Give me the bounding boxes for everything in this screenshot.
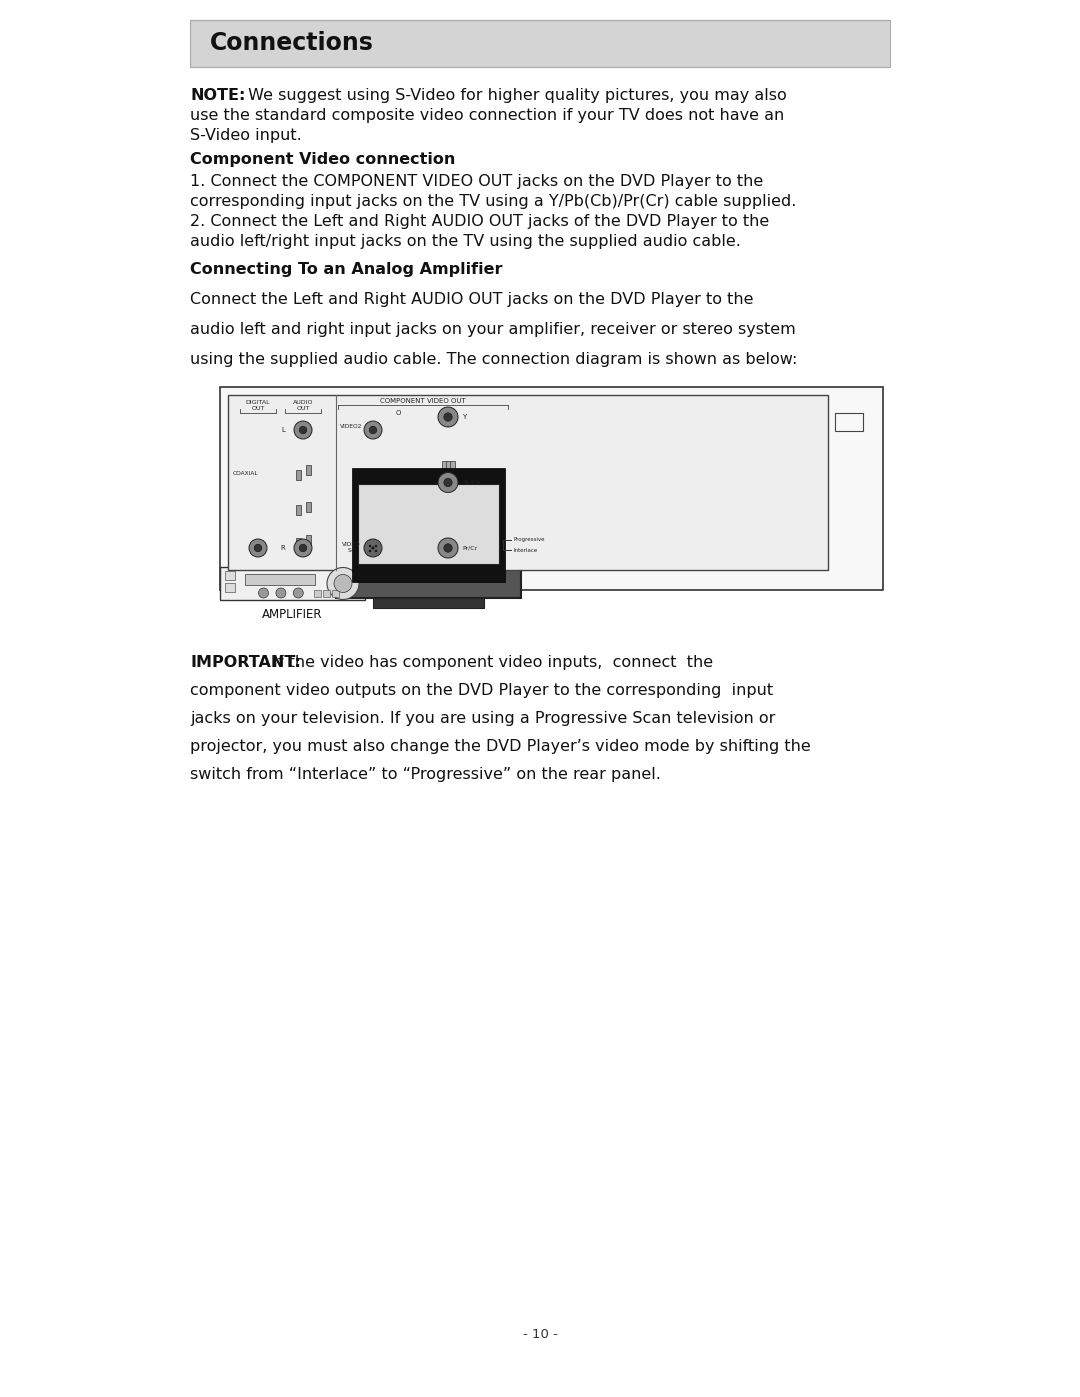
Text: O: O <box>395 409 401 416</box>
Text: Pb/Cb: Pb/Cb <box>462 481 481 485</box>
Bar <box>228 395 828 570</box>
Circle shape <box>275 588 286 598</box>
Bar <box>352 468 505 583</box>
Circle shape <box>438 472 458 493</box>
Text: - 10 -: - 10 - <box>523 1329 557 1341</box>
Text: OUT: OUT <box>296 407 310 411</box>
Circle shape <box>254 545 261 552</box>
Bar <box>442 493 446 503</box>
Bar <box>306 535 311 545</box>
Circle shape <box>444 478 453 486</box>
Circle shape <box>444 412 453 422</box>
Text: AMPLIFIER: AMPLIFIER <box>262 608 323 622</box>
Bar <box>306 502 311 511</box>
Circle shape <box>364 539 382 557</box>
Text: COAXIAL: COAXIAL <box>233 471 258 476</box>
Text: We suggest using S-Video for higher quality pictures, you may also: We suggest using S-Video for higher qual… <box>243 88 786 103</box>
Text: projector, you must also change the DVD Player’s video mode by shifting the: projector, you must also change the DVD … <box>190 739 811 754</box>
Bar <box>835 414 863 432</box>
Bar <box>442 522 446 532</box>
Circle shape <box>375 550 377 552</box>
Bar <box>306 465 311 475</box>
Bar <box>225 571 235 580</box>
Text: VIDEO2: VIDEO2 <box>340 425 362 429</box>
Circle shape <box>258 588 269 598</box>
Bar <box>449 493 455 503</box>
Text: AUDIO: AUDIO <box>293 400 313 405</box>
Text: corresponding input jacks on the TV using a Y/Pb(Cb)/Pr(Cr) cable supplied.: corresponding input jacks on the TV usin… <box>190 194 796 210</box>
Text: S-: S- <box>348 549 354 553</box>
Text: audio left/right input jacks on the TV using the supplied audio cable.: audio left/right input jacks on the TV u… <box>190 235 741 249</box>
Bar <box>446 522 450 532</box>
Circle shape <box>368 550 372 552</box>
Text: Progressive: Progressive <box>513 538 544 542</box>
Bar <box>190 20 890 67</box>
Circle shape <box>294 539 312 557</box>
Bar <box>336 453 521 598</box>
Bar <box>446 461 450 471</box>
Text: Component Video connection: Component Video connection <box>190 152 456 168</box>
Circle shape <box>327 567 359 599</box>
Bar <box>220 567 365 599</box>
Circle shape <box>294 420 312 439</box>
Circle shape <box>368 545 372 548</box>
Circle shape <box>369 426 377 434</box>
Bar <box>333 590 339 597</box>
Circle shape <box>334 574 352 592</box>
Text: COMPONENT VIDEO OUT: COMPONENT VIDEO OUT <box>380 398 465 404</box>
Bar <box>449 522 455 532</box>
Text: audio left and right input jacks on your amplifier, receiver or stereo system: audio left and right input jacks on your… <box>190 321 796 337</box>
Text: Connecting To an Analog Amplifier: Connecting To an Analog Amplifier <box>190 263 502 277</box>
Text: component video outputs on the DVD Player to the corresponding  input: component video outputs on the DVD Playe… <box>190 683 773 698</box>
Text: R: R <box>281 545 285 550</box>
Text: Connections: Connections <box>210 32 374 56</box>
Bar <box>373 598 484 608</box>
Text: NOTE:: NOTE: <box>190 88 245 103</box>
Circle shape <box>249 539 267 557</box>
Text: jacks on your television. If you are using a Progressive Scan television or: jacks on your television. If you are usi… <box>190 711 775 726</box>
Bar <box>225 583 235 592</box>
Bar <box>446 493 450 503</box>
Text: Connect the Left and Right AUDIO OUT jacks on the DVD Player to the: Connect the Left and Right AUDIO OUT jac… <box>190 292 754 307</box>
Circle shape <box>444 543 453 552</box>
Circle shape <box>364 420 382 439</box>
Text: switch from “Interlace” to “Progressive” on the rear panel.: switch from “Interlace” to “Progressive”… <box>190 767 661 782</box>
Circle shape <box>438 538 458 557</box>
Text: L: L <box>281 427 285 433</box>
Bar <box>449 461 455 471</box>
Text: 1. Connect the COMPONENT VIDEO OUT jacks on the DVD Player to the: 1. Connect the COMPONENT VIDEO OUT jacks… <box>190 175 764 189</box>
Text: 2. Connect the Left and Right AUDIO OUT jacks of the DVD Player to the: 2. Connect the Left and Right AUDIO OUT … <box>190 214 769 229</box>
Bar <box>323 590 330 597</box>
Text: S-Video input.: S-Video input. <box>190 129 301 142</box>
Bar <box>442 461 446 471</box>
Circle shape <box>438 407 458 427</box>
Text: Pr/Cr: Pr/Cr <box>462 545 477 550</box>
Text: If the video has component video inputs,  connect  the: If the video has component video inputs,… <box>268 655 713 671</box>
Text: VIDEO: VIDEO <box>341 542 361 546</box>
Text: DIGITAL: DIGITAL <box>245 400 270 405</box>
Text: IMPORTANT:: IMPORTANT: <box>190 655 301 671</box>
Circle shape <box>294 588 303 598</box>
Text: Y: Y <box>462 414 467 420</box>
Text: Interlace: Interlace <box>513 548 537 552</box>
Bar <box>220 387 883 590</box>
Bar <box>296 504 300 515</box>
Circle shape <box>299 426 307 434</box>
Circle shape <box>375 545 377 548</box>
Bar <box>296 538 300 548</box>
Text: use the standard composite video connection if your TV does not have an: use the standard composite video connect… <box>190 108 784 123</box>
Bar <box>245 574 315 585</box>
Text: using the supplied audio cable. The connection diagram is shown as below:: using the supplied audio cable. The conn… <box>190 352 797 367</box>
Text: TV: TV <box>539 517 558 532</box>
Bar <box>296 469 300 481</box>
Circle shape <box>372 546 375 549</box>
Bar <box>357 483 499 564</box>
Circle shape <box>299 545 307 552</box>
Bar <box>314 590 321 597</box>
Text: OUT: OUT <box>252 407 265 411</box>
